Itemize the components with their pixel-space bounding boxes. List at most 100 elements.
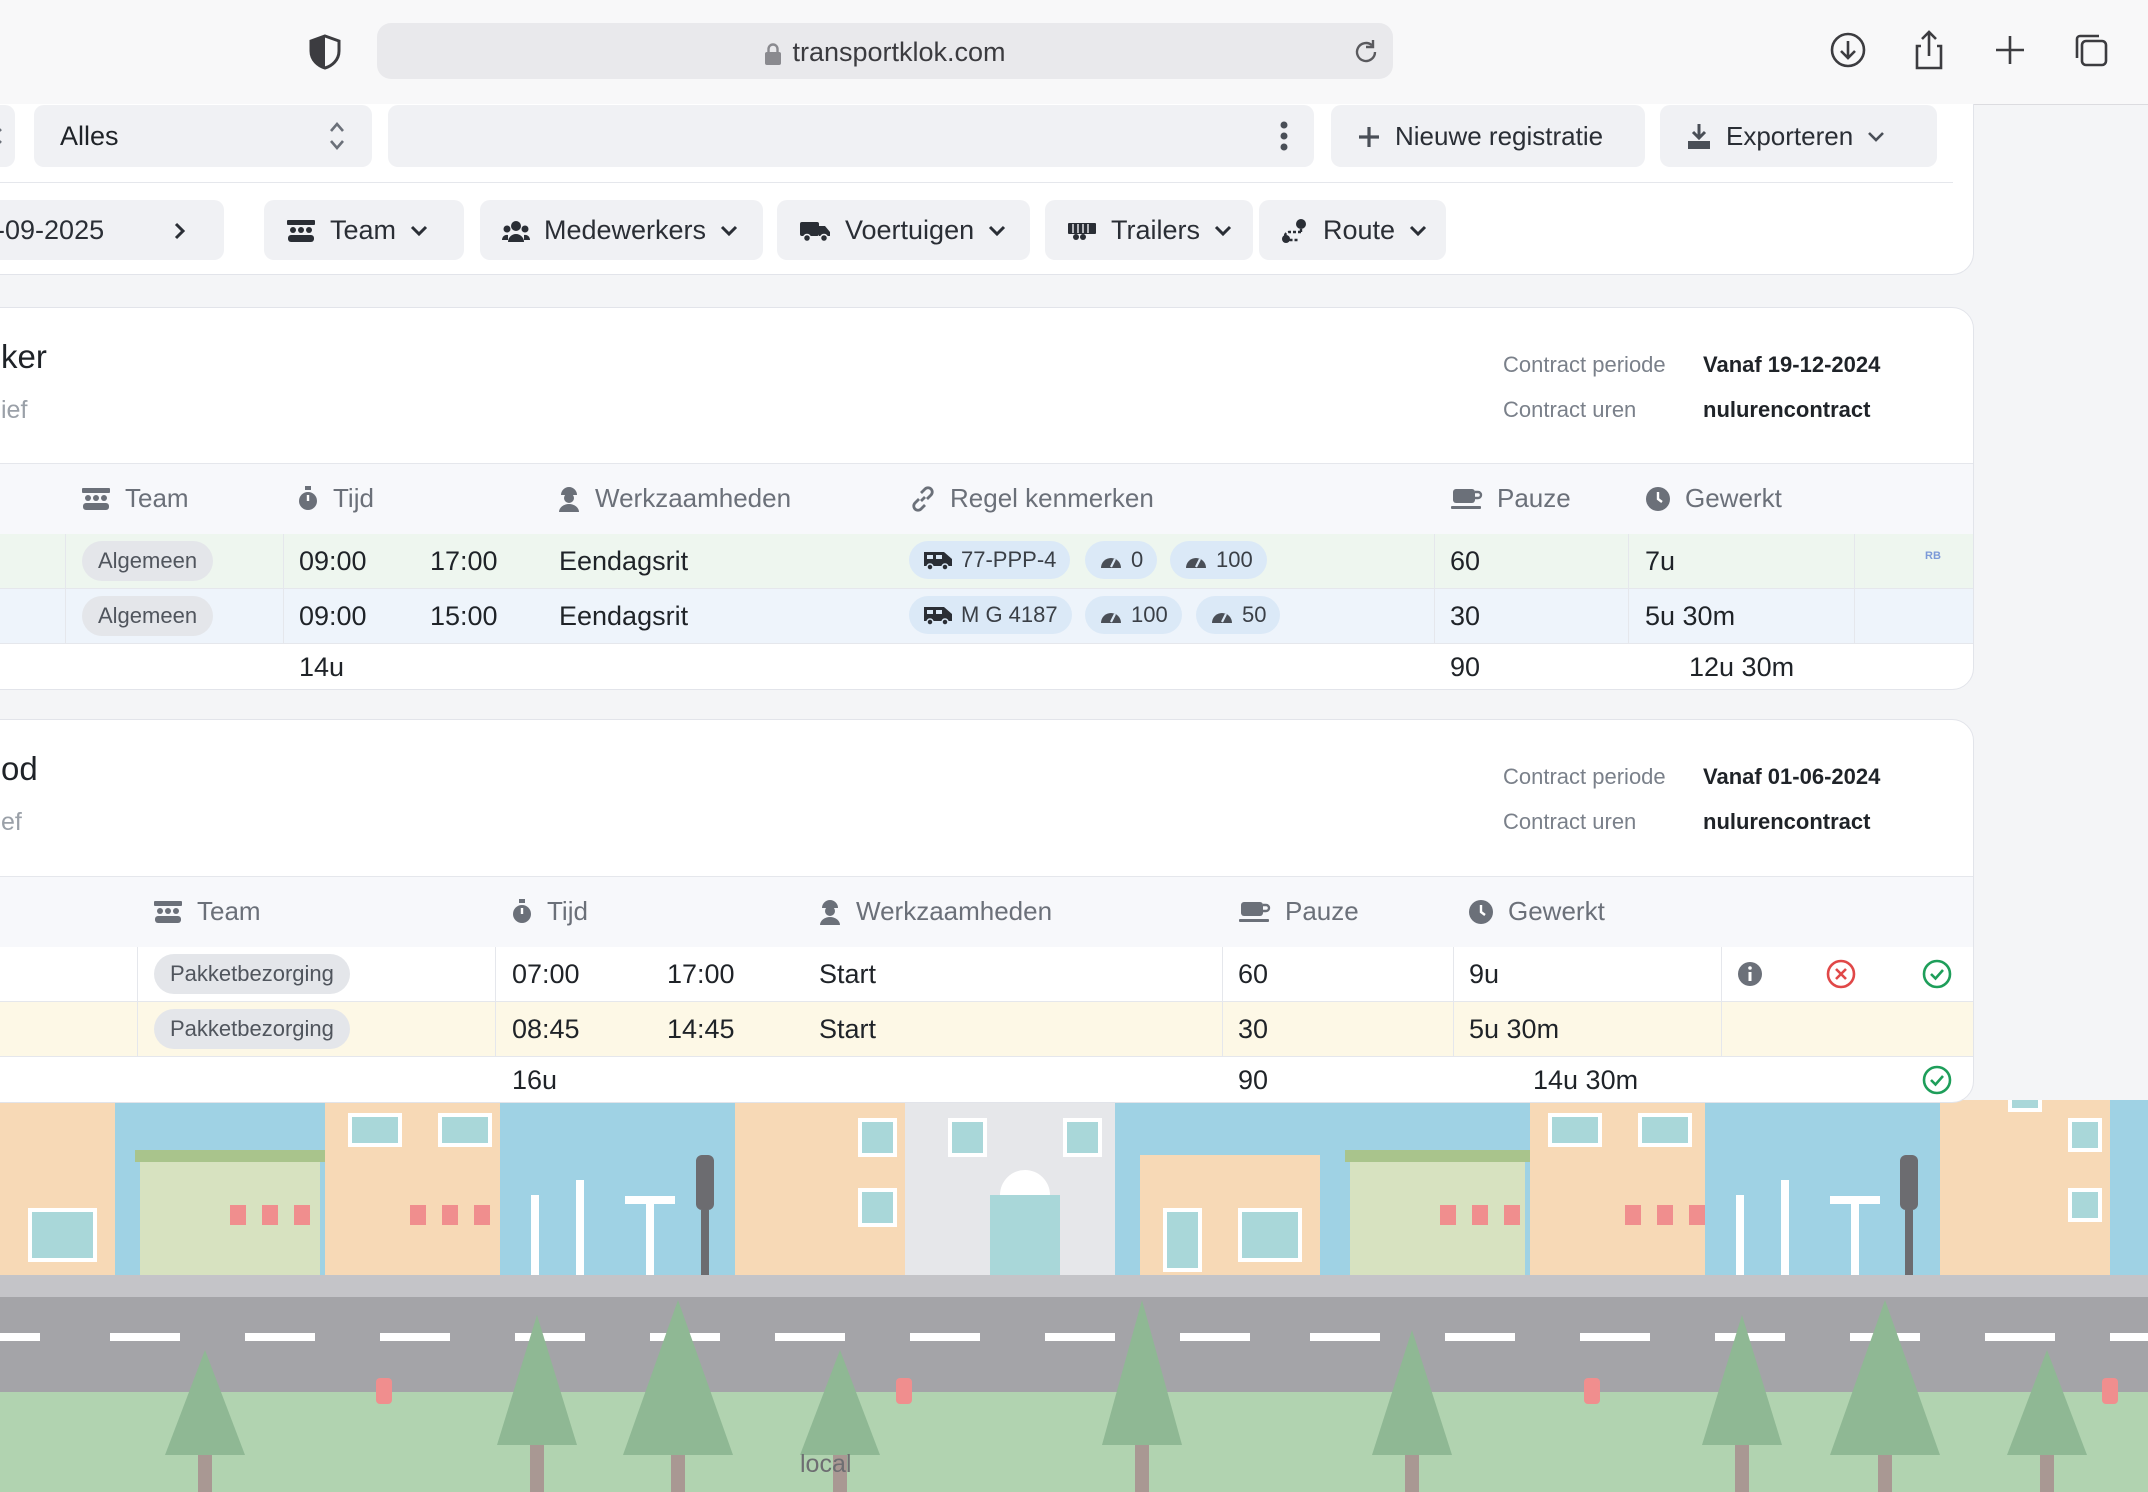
van-icon	[924, 607, 952, 625]
clock-icon	[1469, 899, 1493, 924]
column-pause[interactable]: Pauze	[1239, 896, 1359, 927]
share-icon[interactable]	[1906, 27, 1952, 73]
employee-status: ef	[1, 808, 22, 836]
gauge-icon	[1101, 613, 1121, 623]
team-badge: Pakketbezorging	[154, 954, 350, 994]
tabs-icon[interactable]	[2068, 27, 2114, 73]
table-row[interactable]: Pakketbezorging 07:00 17:00 Start 60 9u	[0, 947, 1973, 1002]
column-team-label: Team	[197, 896, 261, 926]
worked-hours: 7u	[1645, 546, 1676, 576]
column-features-label: Regel kenmerken	[950, 483, 1154, 513]
total-time: 16u	[512, 1065, 558, 1095]
employee-name: ker	[1, 338, 47, 375]
stopwatch-icon	[299, 485, 317, 510]
odometer-end: 50	[1242, 602, 1267, 627]
stopwatch-icon	[513, 898, 531, 923]
truck-icon	[800, 221, 830, 242]
address-bar[interactable]: transportklok.com	[377, 23, 1393, 79]
column-activities[interactable]: Werkzaamheden	[557, 483, 791, 514]
vehicle-chip[interactable]: 77-PPP-4	[909, 541, 1071, 579]
export-label: Exporteren	[1726, 121, 1854, 151]
download-icon[interactable]	[1825, 27, 1871, 73]
column-pause-label: Pauze	[1285, 896, 1359, 926]
vehicles-filter[interactable]: Voertuigen	[777, 200, 1030, 260]
new-tab-icon[interactable]	[1987, 27, 2033, 73]
team-icon	[82, 487, 110, 510]
column-activities[interactable]: Werkzaamheden	[818, 896, 1052, 927]
employees-filter[interactable]: Medewerkers	[480, 200, 763, 260]
contract-period-label: Contract periode	[1503, 764, 1666, 789]
date-range-filter[interactable]: 0-09-2025	[0, 200, 224, 260]
new-registration-button[interactable]: Nieuwe registratie	[1331, 105, 1645, 167]
filter-select-value: Alles	[60, 121, 119, 151]
chevron-down-icon	[721, 225, 738, 236]
export-button[interactable]: Exporteren	[1660, 105, 1937, 167]
column-worked-label: Gewerkt	[1508, 896, 1605, 926]
shield-icon[interactable]	[308, 34, 342, 70]
vehicle-chip[interactable]: M G 4187	[909, 596, 1072, 634]
table-row[interactable]: Pakketbezorging 08:45 14:45 Start 30 5u …	[0, 1002, 1973, 1057]
total-worked: 14u 30m	[1533, 1065, 1639, 1095]
column-worked[interactable]: Gewerkt	[1645, 483, 1782, 514]
odometer-start-chip[interactable]: 100	[1085, 596, 1182, 634]
start-time: 07:00	[512, 959, 580, 989]
info-icon[interactable]	[1737, 961, 1763, 987]
odometer-start-chip[interactable]: 0	[1085, 541, 1158, 579]
chevron-down-icon	[1214, 225, 1232, 236]
period-select[interactable]	[0, 105, 15, 167]
vehicle-plate: M G 4187	[961, 602, 1058, 627]
filter-select[interactable]: Alles	[34, 105, 372, 167]
more-options-icon[interactable]	[1280, 121, 1288, 151]
column-team[interactable]: Team	[81, 483, 189, 514]
odometer-end-chip[interactable]: 100	[1170, 541, 1267, 579]
pause-minutes: 30	[1450, 601, 1481, 631]
employee-status: ief	[1, 396, 28, 424]
reload-icon[interactable]	[1351, 37, 1381, 67]
odometer-end-chip[interactable]: 50	[1196, 596, 1281, 634]
column-team[interactable]: Team	[153, 896, 261, 927]
approve-icon[interactable]	[1922, 959, 1952, 989]
column-pause-label: Pauze	[1497, 483, 1571, 513]
updown-icon	[0, 128, 2, 144]
totals-row: 14u 90 12u 30m	[0, 644, 1973, 689]
column-time[interactable]: Tijd	[511, 896, 588, 927]
column-time[interactable]: Tijd	[297, 483, 374, 514]
route-filter[interactable]: Route	[1259, 200, 1446, 260]
van-icon	[924, 552, 952, 570]
initials-badge: RB	[1925, 550, 1941, 562]
table-row[interactable]: Algemeen 09:00 15:00 Eendagsrit M G 4187…	[0, 589, 1973, 644]
search-input[interactable]	[388, 105, 1314, 167]
reject-icon[interactable]	[1826, 959, 1856, 989]
trailers-filter[interactable]: Trailers	[1045, 200, 1253, 260]
column-features[interactable]: Regel kenmerken	[910, 483, 1154, 514]
export-download-icon	[1688, 123, 1710, 149]
team-filter[interactable]: Team	[264, 200, 464, 260]
column-pause[interactable]: Pauze	[1451, 483, 1571, 514]
total-pause: 90	[1450, 652, 1481, 682]
coffee-icon	[1239, 901, 1271, 922]
team-icon	[154, 900, 182, 923]
pause-minutes: 60	[1238, 959, 1269, 989]
worked-hours: 5u 30m	[1469, 1014, 1560, 1044]
total-time: 14u	[299, 652, 345, 682]
url-text: transportklok.com	[792, 37, 1006, 67]
worker-icon	[559, 486, 579, 512]
table-header: Team Tijd Werkzaamheden Regel kenmerken …	[0, 463, 1973, 535]
lock-icon	[765, 43, 782, 65]
activity: Start	[819, 1014, 877, 1044]
activity: Eendagsrit	[559, 601, 689, 631]
activity: Eendagsrit	[559, 546, 689, 576]
contract-period-value: Vanaf 01-06-2024	[1703, 764, 1881, 789]
street-illustration	[0, 1100, 2148, 1492]
contract-hours-label: Contract uren	[1503, 809, 1637, 834]
table-row[interactable]: Algemeen 09:00 17:00 Eendagsrit 77-PPP-4…	[0, 534, 1973, 589]
column-worked[interactable]: Gewerkt	[1468, 896, 1605, 927]
chevron-right-icon[interactable]	[174, 222, 186, 240]
end-time: 17:00	[667, 959, 735, 989]
environment-label: local	[800, 1450, 852, 1478]
employee-card: od ef Contract periode Vanaf 01-06-2024 …	[0, 719, 1974, 1103]
worked-hours: 5u 30m	[1645, 601, 1736, 631]
activity: Start	[819, 959, 877, 989]
employees-filter-label: Medewerkers	[544, 215, 707, 245]
approve-all-icon[interactable]	[1922, 1065, 1952, 1095]
